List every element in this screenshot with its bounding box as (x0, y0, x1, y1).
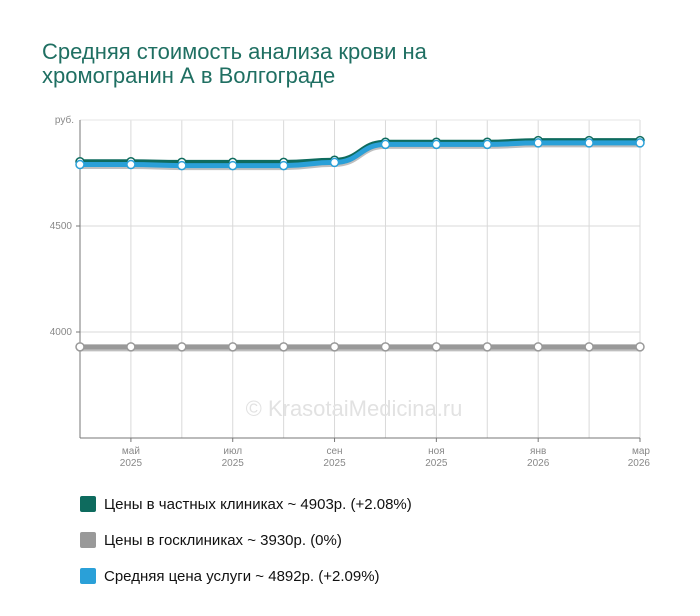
legend-label-private: Цены в частных клиниках ~ 4903р. (+2.08%… (104, 495, 412, 513)
data-point (75, 342, 85, 352)
chart-title: Средняя стоимость анализа крови на хромо… (42, 40, 662, 88)
legend: Цены в частных клиниках ~ 4903р. (+2.08%… (80, 486, 412, 594)
y-tick-label: 4500 (50, 221, 73, 232)
legend-label-average: Средняя цена услуги ~ 4892р. (+2.09%) (104, 567, 380, 585)
data-point (126, 342, 136, 352)
data-point (329, 157, 340, 168)
data-point (177, 160, 187, 171)
data-point (177, 342, 187, 352)
data-point (431, 342, 442, 352)
data-point (635, 342, 645, 352)
x-tick-label-month: сен (326, 446, 342, 457)
data-point (278, 342, 289, 352)
legend-item-average[interactable]: Средняя цена услуги ~ 4892р. (+2.09%) (80, 558, 412, 594)
y-axis-label: руб. (55, 114, 74, 126)
legend-swatch-private (80, 496, 96, 512)
legend-label-public: Цены в госклиниках ~ 3930р. (0%) (104, 531, 342, 549)
axes: руб.40004500май2025июл2025сен2025ноя2025… (50, 114, 651, 469)
grid (79, 119, 641, 438)
x-tick-label-year: 2026 (527, 458, 550, 469)
x-tick-label-year: 2025 (120, 458, 143, 469)
data-point (75, 159, 85, 170)
legend-item-private[interactable]: Цены в частных клиниках ~ 4903р. (+2.08%… (80, 486, 412, 522)
chart-title-line-2: хромогранин А в Волгограде (42, 63, 336, 88)
legend-item-public[interactable]: Цены в госклиниках ~ 3930р. (0%) (80, 522, 412, 558)
data-point (584, 342, 594, 352)
x-tick-label-month: янв (530, 446, 546, 457)
data-point (584, 138, 594, 148)
data-point (533, 138, 543, 148)
watermark: © KrasotaiMedicina.ru (246, 396, 463, 421)
series-public (75, 342, 645, 352)
x-tick-label-year: 2025 (323, 458, 346, 469)
data-point (482, 139, 493, 150)
x-tick-label-month: май (122, 446, 140, 457)
data-point (380, 139, 391, 150)
series-layer (75, 135, 645, 352)
data-point (380, 342, 391, 352)
series-average (75, 138, 645, 171)
x-tick-label-year: 2025 (425, 458, 448, 469)
data-point (227, 160, 238, 171)
y-tick-label: 4000 (50, 327, 73, 338)
chart-title-line-1: Средняя стоимость анализа крови на (42, 39, 427, 64)
x-tick-label-month: мар (632, 446, 650, 457)
x-tick-label-year: 2025 (222, 458, 245, 469)
data-point (227, 342, 238, 352)
line-chart: © KrasotaiMedicina.ru руб.40004500май202… (50, 114, 651, 469)
x-tick-label-month: июл (223, 446, 242, 457)
data-point (278, 160, 289, 171)
data-point (126, 159, 136, 170)
legend-swatch-public (80, 532, 96, 548)
data-point (635, 138, 645, 148)
data-point (533, 342, 543, 352)
x-tick-label-month: ноя (428, 446, 445, 457)
legend-swatch-average (80, 568, 96, 584)
data-point (482, 342, 493, 352)
x-tick-label-year: 2026 (628, 458, 651, 469)
data-point (329, 342, 340, 352)
data-point (431, 139, 442, 150)
